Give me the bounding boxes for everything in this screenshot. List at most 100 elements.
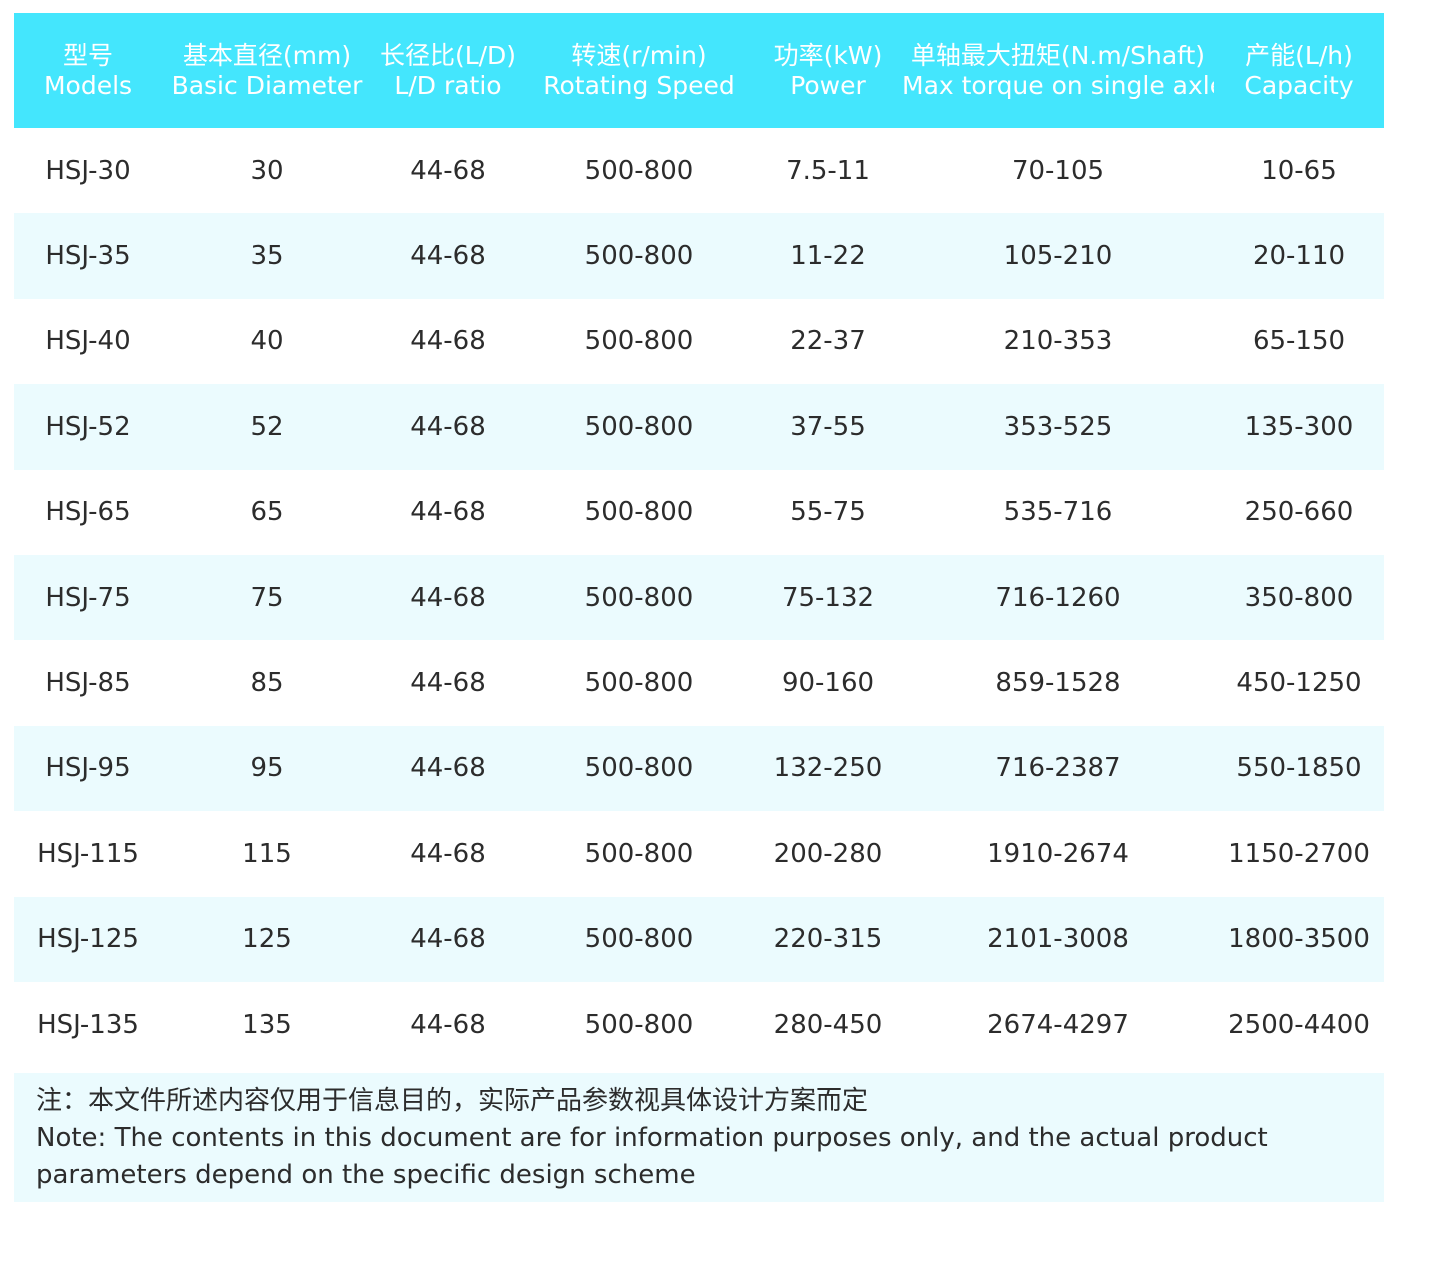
cell-model: HSJ-125 bbox=[37, 924, 139, 955]
cell-basic-diameter: 85 bbox=[250, 668, 284, 699]
cell-power: 11-22 bbox=[790, 241, 866, 272]
table-body: HSJ-30 30 44-68 500-800 7.5-11 70-105 10-65 HSJ… bbox=[14, 128, 1384, 1067]
table-row: HSJ-95 95 44-68 500-800 132-250 716-2387 550-1… bbox=[14, 725, 1384, 812]
cell-power: 90-160 bbox=[781, 668, 875, 699]
col-header-zh: 产能(L/h) bbox=[1245, 40, 1353, 70]
cell-ld-ratio: 44-68 bbox=[410, 582, 486, 613]
cell-power: 220-315 bbox=[773, 924, 883, 955]
cell-model: HSJ-85 bbox=[45, 668, 131, 699]
col-header-zh: 单轴最大扭矩(N.m/Shaft) bbox=[910, 40, 1206, 70]
cell-capacity: 350-800 bbox=[1244, 582, 1354, 613]
cell-ld-ratio: 44-68 bbox=[410, 326, 486, 357]
cell-power: 22-37 bbox=[790, 326, 866, 357]
table-row: HSJ-115 115 44-68 500-800 200-280 1910-2674 11… bbox=[14, 811, 1384, 896]
cell-power: 7.5-11 bbox=[786, 155, 870, 186]
cell-max-torque: 716-2387 bbox=[995, 753, 1121, 784]
cell-max-torque: 105-210 bbox=[1003, 241, 1113, 272]
cell-max-torque: 1910-2674 bbox=[987, 838, 1129, 869]
cell-max-torque: 70-105 bbox=[1011, 155, 1105, 186]
cell-ld-ratio: 44-68 bbox=[410, 838, 486, 869]
spec-table: 型号 Models 基本直径(mm) Basic Diameter 长径比(L/… bbox=[14, 13, 1384, 1067]
table-row: HSJ-75 75 44-68 500-800 75-132 716-1260 350-80… bbox=[14, 554, 1384, 641]
table-row: HSJ-125 125 44-68 500-800 220-315 2101-3008 18… bbox=[14, 896, 1384, 982]
col-header-zh: 基本直径(mm) bbox=[182, 40, 352, 70]
cell-basic-diameter: 30 bbox=[250, 155, 284, 186]
cell-ld-ratio: 44-68 bbox=[410, 497, 486, 528]
cell-max-torque: 535-716 bbox=[1003, 497, 1113, 528]
cell-rotating-speed: 500-800 bbox=[584, 753, 694, 784]
cell-capacity: 20-110 bbox=[1252, 241, 1346, 272]
col-header-en: L/D ratio bbox=[394, 70, 502, 100]
col-header-zh: 功率(kW) bbox=[773, 40, 883, 70]
cell-capacity: 1150-2700 bbox=[1228, 838, 1370, 869]
cell-ld-ratio: 44-68 bbox=[410, 1009, 486, 1040]
col-header-zh: 长径比(L/D) bbox=[379, 40, 517, 70]
cell-model: HSJ-95 bbox=[45, 753, 131, 784]
cell-rotating-speed: 500-800 bbox=[584, 326, 694, 357]
cell-ld-ratio: 44-68 bbox=[410, 241, 486, 272]
cell-model: HSJ-115 bbox=[37, 838, 139, 869]
cell-basic-diameter: 125 bbox=[242, 924, 292, 955]
cell-capacity: 65-150 bbox=[1252, 326, 1346, 357]
note-en: Note: The contents in this document are … bbox=[36, 1123, 1268, 1190]
table-row: HSJ-35 35 44-68 500-800 11-22 105-210 20-110 bbox=[14, 213, 1384, 299]
cell-max-torque: 210-353 bbox=[1003, 326, 1113, 357]
col-header-ld-ratio: 长径比(L/D) L/D ratio bbox=[372, 13, 524, 128]
disclaimer-note: 注：本文件所述内容仅用于信息目的，实际产品参数视具体设计方案而定 Note: T… bbox=[14, 1073, 1384, 1202]
cell-basic-diameter: 35 bbox=[250, 241, 284, 272]
col-header-max-torque: 单轴最大扭矩(N.m/Shaft) Max torque on single a… bbox=[902, 13, 1214, 128]
cell-ld-ratio: 44-68 bbox=[410, 155, 486, 186]
note-zh: 注：本文件所述内容仅用于信息目的，实际产品参数视具体设计方案而定 bbox=[36, 1086, 869, 1116]
table-row: HSJ-135 135 44-68 500-800 280-450 2674-4297 25… bbox=[14, 982, 1384, 1067]
cell-basic-diameter: 95 bbox=[250, 753, 284, 784]
cell-max-torque: 2674-4297 bbox=[987, 1009, 1129, 1040]
table-row: HSJ-52 52 44-68 500-800 37-55 353-525 135-300 bbox=[14, 384, 1384, 470]
cell-max-torque: 353-525 bbox=[1003, 411, 1113, 442]
cell-rotating-speed: 500-800 bbox=[584, 838, 694, 869]
col-header-rotating-speed: 转速(r/min) Rotating Speed bbox=[524, 13, 754, 128]
col-header-models: 型号 Models bbox=[14, 13, 162, 128]
cell-rotating-speed: 500-800 bbox=[584, 668, 694, 699]
cell-rotating-speed: 500-800 bbox=[584, 411, 694, 442]
cell-basic-diameter: 75 bbox=[250, 582, 284, 613]
cell-max-torque: 716-1260 bbox=[995, 582, 1121, 613]
cell-basic-diameter: 40 bbox=[250, 326, 284, 357]
cell-model: HSJ-75 bbox=[45, 582, 131, 613]
cell-rotating-speed: 500-800 bbox=[584, 241, 694, 272]
cell-basic-diameter: 115 bbox=[242, 838, 292, 869]
table-row: HSJ-85 85 44-68 500-800 90-160 859-1528 450-12… bbox=[14, 640, 1384, 725]
cell-power: 37-55 bbox=[790, 411, 866, 442]
col-header-zh: 型号 bbox=[62, 40, 113, 70]
cell-power: 280-450 bbox=[773, 1009, 883, 1040]
cell-basic-diameter: 135 bbox=[242, 1009, 292, 1040]
cell-capacity: 10-65 bbox=[1261, 155, 1337, 186]
cell-ld-ratio: 44-68 bbox=[410, 924, 486, 955]
col-header-en: Rotating Speed bbox=[543, 70, 735, 100]
cell-max-torque: 859-1528 bbox=[995, 668, 1121, 699]
cell-power: 55-75 bbox=[790, 497, 866, 528]
cell-model: HSJ-52 bbox=[45, 411, 131, 442]
header-row: 型号 Models 基本直径(mm) Basic Diameter 长径比(L/… bbox=[14, 13, 1384, 128]
cell-capacity: 1800-3500 bbox=[1228, 924, 1370, 955]
cell-capacity: 135-300 bbox=[1244, 411, 1354, 442]
cell-rotating-speed: 500-800 bbox=[584, 582, 694, 613]
col-header-en: Max torque on single axle bbox=[902, 70, 1214, 100]
cell-capacity: 2500-4400 bbox=[1228, 1009, 1370, 1040]
table-row: HSJ-30 30 44-68 500-800 7.5-11 70-105 10-65 bbox=[14, 128, 1384, 213]
cell-model: HSJ-40 bbox=[45, 326, 131, 357]
cell-max-torque: 2101-3008 bbox=[987, 924, 1129, 955]
col-header-en: Power bbox=[790, 70, 866, 100]
cell-rotating-speed: 500-800 bbox=[584, 924, 694, 955]
col-header-en: Models bbox=[43, 70, 133, 100]
cell-rotating-speed: 500-800 bbox=[584, 497, 694, 528]
cell-capacity: 450-1250 bbox=[1236, 668, 1362, 699]
cell-model: HSJ-135 bbox=[37, 1009, 139, 1040]
cell-power: 200-280 bbox=[773, 838, 883, 869]
cell-power: 75-132 bbox=[781, 582, 875, 613]
cell-model: HSJ-35 bbox=[45, 241, 131, 272]
col-header-capacity: 产能(L/h) Capacity bbox=[1214, 13, 1384, 128]
col-header-en: Basic Diameter bbox=[171, 70, 363, 100]
cell-capacity: 250-660 bbox=[1244, 497, 1354, 528]
col-header-basic-diameter: 基本直径(mm) Basic Diameter bbox=[162, 13, 372, 128]
cell-capacity: 550-1850 bbox=[1236, 753, 1362, 784]
